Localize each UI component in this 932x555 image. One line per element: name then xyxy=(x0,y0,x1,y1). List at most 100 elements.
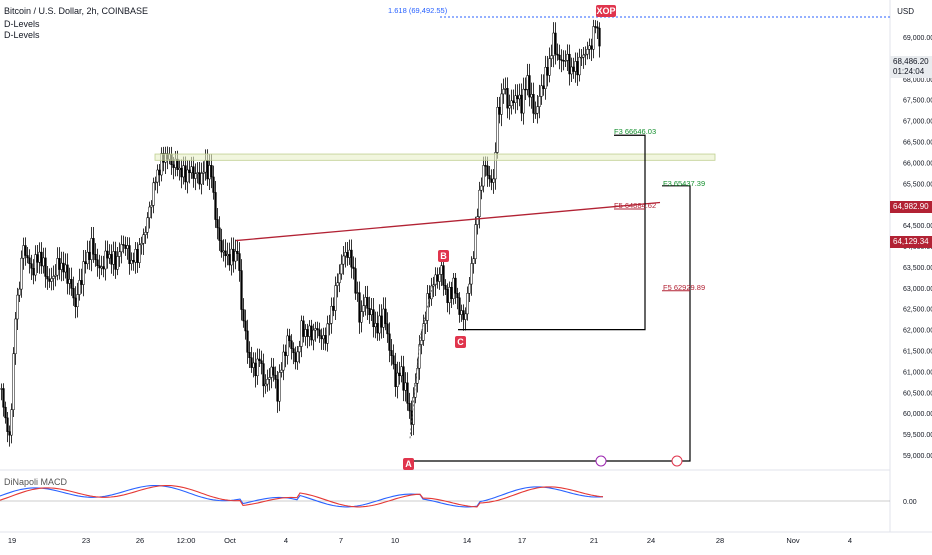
point-c-label: C xyxy=(455,336,466,348)
candle-body xyxy=(338,273,341,284)
time-axis-tick: Nov xyxy=(786,536,800,545)
candle-body xyxy=(262,363,265,387)
candle-body xyxy=(148,206,151,219)
price-axis-tick: 68,000.00 xyxy=(903,77,932,84)
candle-body xyxy=(74,297,77,308)
candle-body xyxy=(358,292,361,323)
candle-body xyxy=(296,351,299,363)
candle-body xyxy=(404,382,407,391)
price-axis-tick: 63,500.00 xyxy=(903,265,932,272)
candle-body xyxy=(592,26,595,50)
candle-body xyxy=(144,232,147,235)
candle-body xyxy=(64,264,67,273)
candle-body xyxy=(510,100,513,107)
candle-body xyxy=(454,277,457,294)
price-axis-tick: 59,500.00 xyxy=(903,432,932,439)
current-price-tag: 68,486.20 01:24:04 xyxy=(890,56,932,78)
candle-body xyxy=(138,244,141,263)
candle-body xyxy=(378,315,381,334)
candle-body xyxy=(474,224,477,259)
candle-body xyxy=(550,55,553,59)
time-axis-tick: 24 xyxy=(647,536,655,545)
candle-body xyxy=(6,417,9,432)
candle-body xyxy=(304,329,307,337)
candle-body xyxy=(94,254,97,261)
candle-body xyxy=(154,181,157,184)
candle-body xyxy=(8,431,11,436)
candle-body xyxy=(42,257,45,267)
candle-body xyxy=(330,305,333,324)
candle-body xyxy=(228,254,231,266)
candle-body xyxy=(10,409,13,436)
candle-body xyxy=(446,289,449,303)
candle-body xyxy=(46,276,49,280)
candle-body xyxy=(216,219,219,229)
candle-body xyxy=(554,32,557,55)
price-axis-tick: 59,000.00 xyxy=(903,453,932,460)
candle-body xyxy=(594,26,597,28)
point-b-label: B xyxy=(438,250,449,262)
time-axis-tick: 4 xyxy=(284,536,288,545)
candle-body xyxy=(528,75,531,98)
time-axis-tick: Oct xyxy=(224,536,237,545)
candle-body xyxy=(254,362,257,377)
candle-body xyxy=(90,238,93,260)
candle-body xyxy=(60,262,63,270)
candle-body xyxy=(256,358,259,377)
fib-f3-b: F3 65437.39 xyxy=(663,179,706,188)
candle-body xyxy=(80,280,83,285)
candle-body xyxy=(4,406,7,419)
candle-body xyxy=(332,305,335,311)
candle-body xyxy=(226,254,229,257)
candle-body xyxy=(552,32,555,56)
candle-body xyxy=(400,366,403,377)
candle-body xyxy=(54,274,57,277)
candle-body xyxy=(274,374,277,380)
candle-body xyxy=(286,335,289,356)
candle-body xyxy=(222,250,225,253)
candle-body xyxy=(220,240,223,253)
time-axis-tick: 10 xyxy=(391,536,399,545)
resistance-zone xyxy=(154,153,716,161)
time-axis-tick: 7 xyxy=(339,536,343,545)
candle-body xyxy=(212,176,215,193)
candle-body xyxy=(344,252,347,257)
candle-body xyxy=(436,274,439,282)
candle-body xyxy=(278,372,281,402)
candle-body xyxy=(538,96,541,107)
candle-body xyxy=(508,105,511,109)
candle-body xyxy=(258,358,261,361)
candle-body xyxy=(450,287,453,299)
currency-label[interactable]: USD xyxy=(897,7,914,16)
extension-label: 1.618 (69,492.55) xyxy=(388,6,448,15)
candle-body xyxy=(182,165,185,178)
time-axis-tick: 12:00 xyxy=(177,536,196,545)
candle-body xyxy=(82,261,85,285)
candle-body xyxy=(78,280,81,295)
price-axis-tick: 67,500.00 xyxy=(903,98,932,105)
candle-body xyxy=(2,388,5,408)
candle-body xyxy=(448,287,451,303)
candle-body xyxy=(560,59,563,61)
candle-body xyxy=(86,251,89,265)
candle-body xyxy=(496,107,499,153)
candle-body xyxy=(18,288,21,296)
candle-body xyxy=(420,340,423,345)
candle-body xyxy=(328,323,331,325)
candle-body xyxy=(584,53,587,56)
candle-body xyxy=(374,323,377,328)
candle-body xyxy=(70,279,73,289)
chart-title: Bitcoin / U.S. Dollar, 2h, COINBASE xyxy=(4,6,149,16)
candle-body xyxy=(266,378,269,385)
candle-body xyxy=(556,53,559,56)
candle-body xyxy=(568,53,571,75)
candle-body xyxy=(478,189,481,217)
candle-body xyxy=(26,255,29,259)
candle-body xyxy=(190,166,193,174)
candle-body xyxy=(72,288,75,299)
candle-body xyxy=(120,244,123,253)
time-axis-tick: 14 xyxy=(463,536,471,545)
candle-body xyxy=(202,171,205,174)
